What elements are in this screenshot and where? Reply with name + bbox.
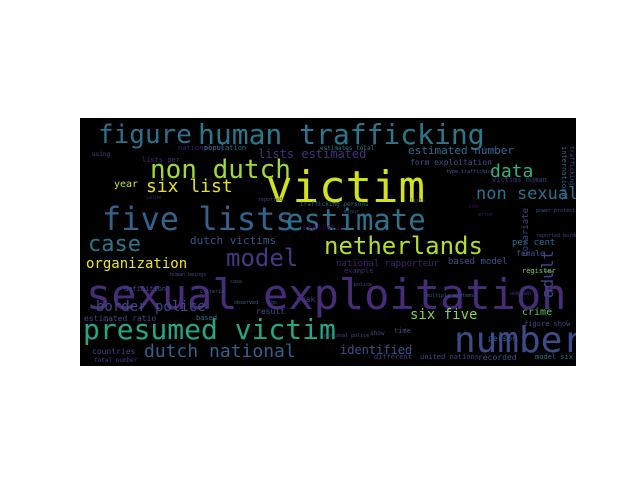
word: lists per xyxy=(142,156,180,164)
word: multiple systems xyxy=(426,293,475,299)
word: figure xyxy=(98,120,192,150)
word: show xyxy=(370,330,385,337)
word: non sexual xyxy=(476,184,576,204)
word: identified xyxy=(340,343,413,357)
word: population xyxy=(204,144,247,152)
word: six list xyxy=(146,176,233,197)
word: unknown xyxy=(510,291,532,297)
word: case xyxy=(230,279,243,285)
word: example xyxy=(344,267,374,275)
word: netherlands xyxy=(324,232,483,260)
word: time xyxy=(394,327,411,335)
word: lists xyxy=(410,198,426,204)
word: error xyxy=(478,212,494,218)
word: statistic xyxy=(302,223,346,232)
word: border police xyxy=(96,299,206,315)
word: register xyxy=(522,267,556,275)
word: power protest xyxy=(536,208,576,214)
word: definition xyxy=(124,285,167,293)
word: see xyxy=(468,203,479,210)
word: estimate xyxy=(286,203,426,237)
word: person xyxy=(488,334,517,343)
word: year xyxy=(114,179,139,190)
word: presumed victim xyxy=(83,313,336,346)
word: reported xyxy=(258,197,283,203)
word-cloud: victim sexual exploitation human traffic… xyxy=(80,118,576,366)
word: based xyxy=(196,314,218,322)
word: nationality xyxy=(178,144,225,152)
word: labour xyxy=(478,147,497,153)
word: value xyxy=(146,195,162,201)
word: estimates total xyxy=(320,145,375,152)
word: different xyxy=(374,353,412,361)
word: female xyxy=(516,249,545,258)
word: sexual exploitation xyxy=(86,270,567,319)
word: peak xyxy=(296,295,316,304)
word: countries xyxy=(92,347,136,356)
word: model xyxy=(226,244,299,272)
word: number xyxy=(454,320,576,361)
word: minor xyxy=(344,209,360,215)
word: using xyxy=(92,151,111,158)
word: figure show xyxy=(524,320,571,328)
word: non dutch xyxy=(150,155,291,185)
word: human trafficking xyxy=(198,118,485,151)
word: per cent xyxy=(512,238,556,248)
word: united nations xyxy=(420,353,480,361)
word: lists estimated xyxy=(258,147,367,161)
word: victim xyxy=(266,162,425,213)
word: model six xyxy=(535,353,573,361)
word: dutch national xyxy=(144,341,296,362)
word: national police xyxy=(324,333,370,339)
word: type trafficking xyxy=(446,169,495,175)
word: international xyxy=(560,146,568,201)
word: case xyxy=(88,232,141,257)
word: trafficking xyxy=(568,146,575,186)
word: criteria xyxy=(200,289,225,295)
word: recorded xyxy=(478,353,517,362)
word: police xyxy=(354,282,373,288)
word: organization xyxy=(86,256,188,272)
word: ngo xyxy=(268,300,278,306)
word: human beings xyxy=(170,272,207,278)
word: trafficking persons xyxy=(300,201,369,208)
word: estimated ratio xyxy=(84,314,157,323)
word: form exploitation xyxy=(410,158,492,167)
word: national rapporteur xyxy=(336,259,439,269)
word: six five xyxy=(410,307,478,323)
word: based model xyxy=(448,257,508,267)
word: reported border xyxy=(536,233,576,239)
word: estimated number xyxy=(408,144,514,157)
word: data xyxy=(490,161,534,182)
word: observed xyxy=(234,300,259,306)
word: total number xyxy=(94,357,138,364)
word: crime xyxy=(522,307,553,318)
word: victims human xyxy=(492,176,547,184)
word: dutch victims xyxy=(190,234,277,247)
word: result xyxy=(256,307,285,316)
word: five lists xyxy=(102,200,295,238)
